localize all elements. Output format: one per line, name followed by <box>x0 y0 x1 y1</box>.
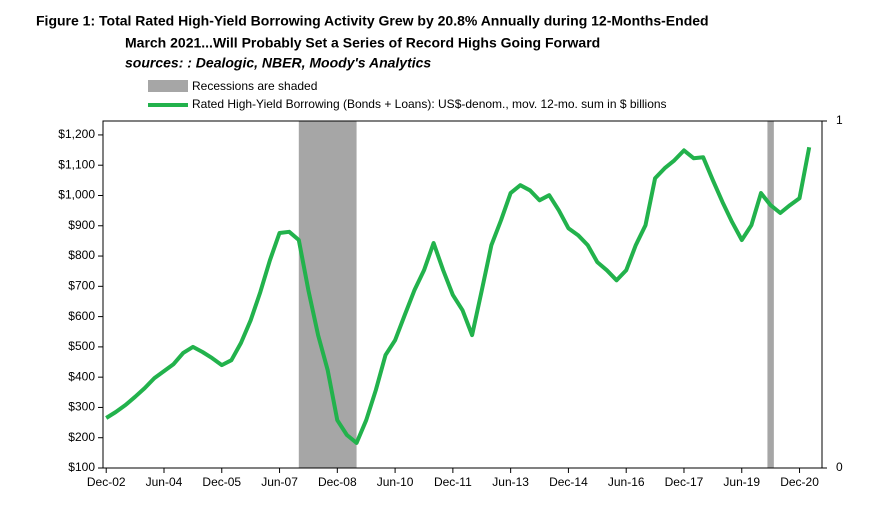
x-tick-label: Jun-19 <box>723 475 760 489</box>
y-tick-label: $1,000 <box>58 188 95 202</box>
y-tick-label: $400 <box>68 369 95 383</box>
y-tick-label: $100 <box>68 460 95 474</box>
y-tick-label: $600 <box>68 309 95 323</box>
x-tick-label: Jun-07 <box>261 475 298 489</box>
chart-title: March 2021...Will Probably Set a Series … <box>125 35 600 51</box>
x-tick-label: Dec-05 <box>202 475 241 489</box>
y-tick-label: $1,100 <box>58 157 95 171</box>
x-tick-label: Dec-17 <box>665 475 704 489</box>
x-tick-label: Dec-11 <box>434 475 472 489</box>
x-tick-label: Dec-20 <box>780 475 819 489</box>
recession-band <box>767 121 774 468</box>
x-tick-label: Dec-08 <box>318 475 357 489</box>
legend-label: Recessions are shaded <box>192 79 317 93</box>
legend-label: Rated High-Yield Borrowing (Bonds + Loan… <box>192 97 667 111</box>
y-tick-label: $200 <box>68 430 95 444</box>
y-tick-label: $900 <box>68 218 95 232</box>
x-tick-label: Jun-16 <box>608 475 645 489</box>
x-tick-label: Dec-14 <box>549 475 588 489</box>
y-tick-label: $700 <box>68 278 95 292</box>
x-tick-label: Jun-04 <box>146 475 183 489</box>
x-tick-label: Jun-13 <box>492 475 529 489</box>
legend-swatch <box>148 80 188 92</box>
y2-tick-label: 0 <box>836 460 843 474</box>
chart-title: Figure 1: Total Rated High-Yield Borrowi… <box>36 13 709 29</box>
plot-frame <box>102 120 823 469</box>
y2-tick-label: 1 <box>836 113 843 127</box>
y-tick-label: $800 <box>68 248 95 262</box>
y-tick-label: $1,200 <box>58 127 95 141</box>
chart-subtitle: sources: : Dealogic, NBER, Moody's Analy… <box>125 55 431 71</box>
y-tick-label: $500 <box>68 339 95 353</box>
x-tick-label: Jun-10 <box>377 475 414 489</box>
data-line <box>105 146 812 445</box>
y-tick-label: $300 <box>68 400 95 414</box>
x-tick-label: Dec-02 <box>87 475 126 489</box>
